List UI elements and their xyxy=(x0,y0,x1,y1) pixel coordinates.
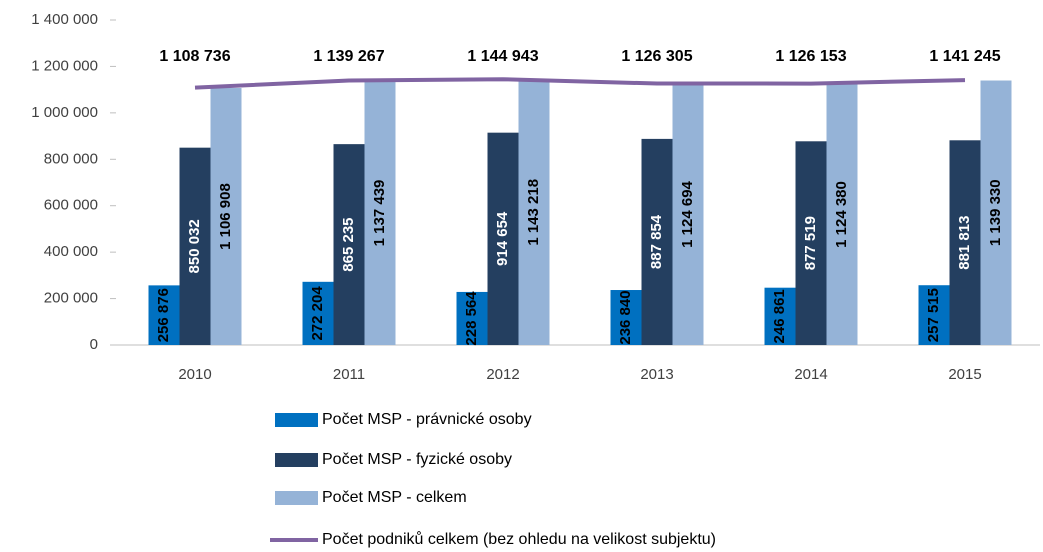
bar xyxy=(641,138,673,345)
y-tick-label: 1 000 000 xyxy=(31,104,98,121)
y-tick-label: 0 xyxy=(90,336,98,353)
bar xyxy=(210,88,242,345)
data-label: 881 813 xyxy=(956,216,973,270)
y-tick-label: 1 200 000 xyxy=(31,57,98,74)
data-label: 1 139 330 xyxy=(987,179,1004,246)
y-tick-label: 1 400 000 xyxy=(31,11,98,28)
legend-label: Počet MSP - právnické osoby xyxy=(322,411,532,428)
legend-label: Počet podniků celkem (bez ohledu na veli… xyxy=(322,530,716,548)
bar xyxy=(980,80,1012,345)
data-label: 887 854 xyxy=(648,214,665,269)
line-label: 1 108 736 xyxy=(159,48,230,65)
bar xyxy=(672,83,704,345)
line-label: 1 139 267 xyxy=(313,48,384,65)
legend-label: Počet MSP - celkem xyxy=(322,489,467,506)
data-label: 236 840 xyxy=(617,290,634,344)
data-label: 228 564 xyxy=(463,291,480,346)
bar xyxy=(918,285,950,345)
x-tick-label: 2010 xyxy=(178,366,211,383)
line-label: 1 126 305 xyxy=(621,48,692,65)
data-label: 272 204 xyxy=(309,286,326,341)
line xyxy=(194,77,966,90)
data-label: 1 124 380 xyxy=(833,181,850,248)
bar xyxy=(456,291,488,345)
x-tick-label: 2013 xyxy=(640,366,673,383)
x-tick-label: 2011 xyxy=(333,366,365,383)
data-label: 246 861 xyxy=(771,289,788,343)
data-label: 1 137 439 xyxy=(371,180,388,247)
bar xyxy=(487,132,519,345)
bar xyxy=(302,281,334,345)
legend-swatch xyxy=(275,413,318,427)
bar xyxy=(364,80,396,345)
y-tick-label: 200 000 xyxy=(44,290,98,307)
x-tick-label: 2015 xyxy=(948,366,981,383)
data-label: 1 143 218 xyxy=(525,179,542,246)
data-label: 914 654 xyxy=(494,211,511,266)
y-tick-label: 400 000 xyxy=(44,243,98,260)
data-label: 256 876 xyxy=(155,288,172,342)
line-label: 1 141 245 xyxy=(929,48,1000,65)
legend-swatch xyxy=(275,453,318,467)
bar xyxy=(148,285,180,345)
data-label: 257 515 xyxy=(925,288,942,342)
data-label: 1 124 694 xyxy=(679,180,696,247)
bar xyxy=(333,144,365,345)
bar xyxy=(826,83,858,345)
data-label: 865 235 xyxy=(340,217,357,271)
bar xyxy=(179,147,211,345)
bar xyxy=(764,287,796,345)
line-label: 1 126 153 xyxy=(775,48,846,65)
bar xyxy=(795,141,827,345)
x-tick-label: 2012 xyxy=(486,366,519,383)
data-label: 1 106 908 xyxy=(217,183,234,250)
y-tick-label: 800 000 xyxy=(44,150,98,167)
legend-label: Počet MSP - fyzické osoby xyxy=(322,451,512,468)
bar xyxy=(949,140,981,345)
legend-swatch xyxy=(275,491,318,505)
bar xyxy=(610,290,642,345)
x-tick-label: 2014 xyxy=(794,366,827,383)
line-label: 1 144 943 xyxy=(467,48,538,65)
y-tick-label: 600 000 xyxy=(44,197,98,214)
bar xyxy=(518,79,550,345)
data-label: 877 519 xyxy=(802,216,819,270)
data-label: 850 032 xyxy=(186,219,203,273)
